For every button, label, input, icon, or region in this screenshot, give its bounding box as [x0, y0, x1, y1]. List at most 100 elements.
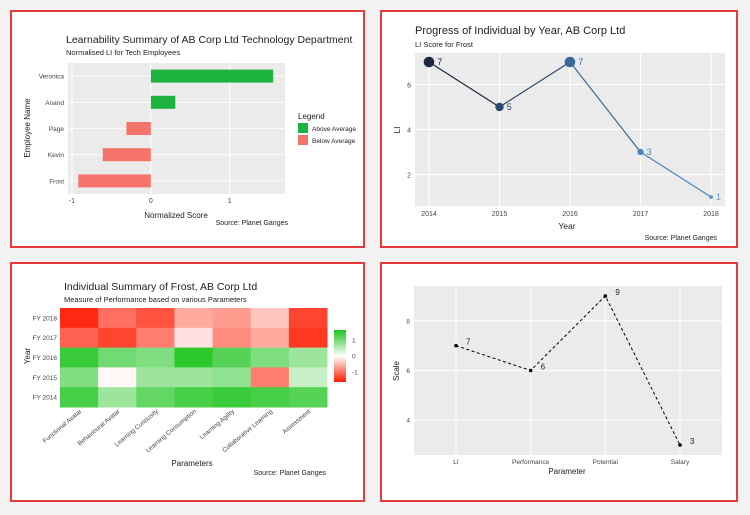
y-tick-label: 4	[407, 128, 411, 135]
y-axis-label: Scale	[392, 360, 401, 381]
heatmap-cell	[98, 308, 137, 329]
x-tick-label: 2017	[633, 211, 649, 218]
x-tick-label: Salary	[671, 459, 690, 466]
data-point-2017	[637, 148, 644, 156]
bar-anand	[150, 95, 176, 109]
y-tick-label: FY 2017	[33, 335, 58, 342]
x-tick-label: -1	[69, 198, 75, 205]
chart-svg-1: Learnability Summary of AB Corp Ltd Tech…	[23, 34, 356, 227]
y-axis-label: LI	[392, 126, 402, 133]
heatmap-cell	[60, 387, 99, 408]
heatmap-cell	[250, 367, 290, 388]
chart-parameter-scale: 4 6 8 LI Performance Potential Salary 7 6 9 3 Para…	[380, 262, 738, 502]
data-point-performance	[528, 368, 533, 373]
y-tick-label: Anand	[45, 100, 64, 107]
x-tick-label: Potential	[593, 459, 619, 466]
x-tick-label: Performance	[512, 459, 550, 466]
y-tick-label: 6	[406, 368, 410, 375]
heatmap-cell	[98, 327, 137, 349]
data-point-2015	[495, 102, 504, 112]
data-label-2014: 7	[437, 57, 442, 67]
heatmap-cell	[60, 327, 99, 349]
data-label-salary: 3	[690, 437, 695, 446]
heatmap-cell	[288, 347, 328, 368]
heatmap-cell	[136, 327, 175, 349]
heatmap-cell	[60, 367, 99, 388]
y-tick-label: 8	[406, 318, 410, 325]
heatmap-cell	[60, 347, 99, 368]
heatmap-cell	[136, 308, 175, 329]
chart-subtitle: Normalised LI for Tech Employees	[66, 48, 180, 57]
x-tick-label: 2016	[562, 211, 578, 218]
x-tick-label: 2014	[421, 211, 437, 218]
data-point-li	[454, 343, 458, 348]
x-tick-label: 2015	[492, 211, 508, 218]
chart-caption: Source: Planet Ganges	[254, 470, 327, 477]
y-tick-label: 6	[407, 83, 411, 90]
heatmap-cell	[212, 347, 252, 368]
heatmap-cell	[174, 367, 214, 388]
data-point-potential	[603, 294, 608, 298]
bar-frost	[78, 174, 151, 188]
data-label-potential: 9	[615, 288, 620, 297]
chart-learnability-summary: Learnability Summary of AB Corp Ltd Tech…	[10, 10, 365, 248]
data-label-li: 7	[466, 338, 471, 347]
heatmap-cell	[98, 367, 137, 388]
chart-title: Individual Summary of Frost, AB Corp Ltd	[64, 281, 257, 293]
chart-title: Progress of Individual by Year, AB Corp …	[415, 25, 625, 37]
chart-subtitle: Measure of Performance based on various …	[64, 295, 247, 304]
color-scale-bar	[334, 330, 346, 382]
color-scale-tick: 0	[352, 354, 356, 361]
x-tick-label: Assessment	[281, 408, 312, 436]
x-axis-label: Parameter	[548, 467, 586, 476]
y-tick-label: 4	[406, 418, 410, 425]
heatmap-cell	[136, 367, 175, 388]
y-tick-label: FY 2016	[33, 355, 58, 362]
y-tick-label: FY 2015	[33, 375, 58, 382]
chart-svg-2: Progress of Individual by Year, AB Corp …	[392, 25, 725, 242]
heatmap-cell	[136, 347, 175, 368]
chart-caption: Source: Planet Ganges	[216, 220, 289, 227]
chart-svg-3: Individual Summary of Frost, AB Corp Ltd…	[23, 281, 358, 477]
series-line-segment	[569, 61, 641, 153]
legend-label-above: Above Average	[312, 126, 356, 133]
heatmap-cell	[136, 387, 175, 408]
heatmap-cell	[212, 387, 252, 408]
x-tick-label: LI	[453, 459, 459, 466]
data-point-salary	[678, 443, 682, 447]
chart-subtitle: LI Score for Frost	[415, 40, 474, 49]
x-tick-label: Functional Avatar	[42, 408, 84, 445]
heatmap-cell	[288, 387, 328, 408]
series-line-segment	[640, 151, 712, 198]
heatmap-cell	[174, 387, 214, 408]
y-tick-label: Page	[49, 126, 65, 133]
data-label-2017: 3	[647, 147, 652, 157]
heatmap-cell	[288, 327, 328, 349]
bar-kevin	[102, 148, 151, 162]
y-tick-label: FY 2014	[33, 395, 58, 402]
heatmap-cell	[174, 347, 214, 368]
color-scale-tick: -1	[352, 370, 358, 377]
legend-swatch-above	[298, 123, 308, 133]
legend-label-below: Below Average	[312, 138, 356, 145]
y-tick-label: 2	[407, 173, 411, 180]
legend-title: Legend	[298, 112, 325, 121]
series-line-segment	[428, 61, 500, 108]
heatmap-cell	[288, 308, 328, 329]
bar-veronica	[150, 69, 274, 83]
chart-progress-by-year: Progress of Individual by Year, AB Corp …	[380, 10, 738, 248]
x-tick-label: 2018	[703, 211, 719, 218]
data-label-2018: 1	[716, 192, 721, 202]
heatmap-cell	[212, 327, 252, 349]
data-point-2018	[709, 195, 713, 199]
y-axis-label: Employee Name	[23, 98, 32, 158]
x-tick-label: 1	[228, 198, 232, 205]
y-tick-label: FY 2018	[33, 315, 58, 322]
heatmap-cell	[98, 347, 137, 368]
heatmap-cell	[212, 367, 252, 388]
bar-page	[126, 122, 151, 135]
data-point-2014	[423, 56, 435, 68]
x-axis-label: Year	[558, 221, 575, 231]
x-axis-label: Normalized Score	[144, 211, 208, 220]
x-tick-label: 0	[149, 198, 153, 205]
